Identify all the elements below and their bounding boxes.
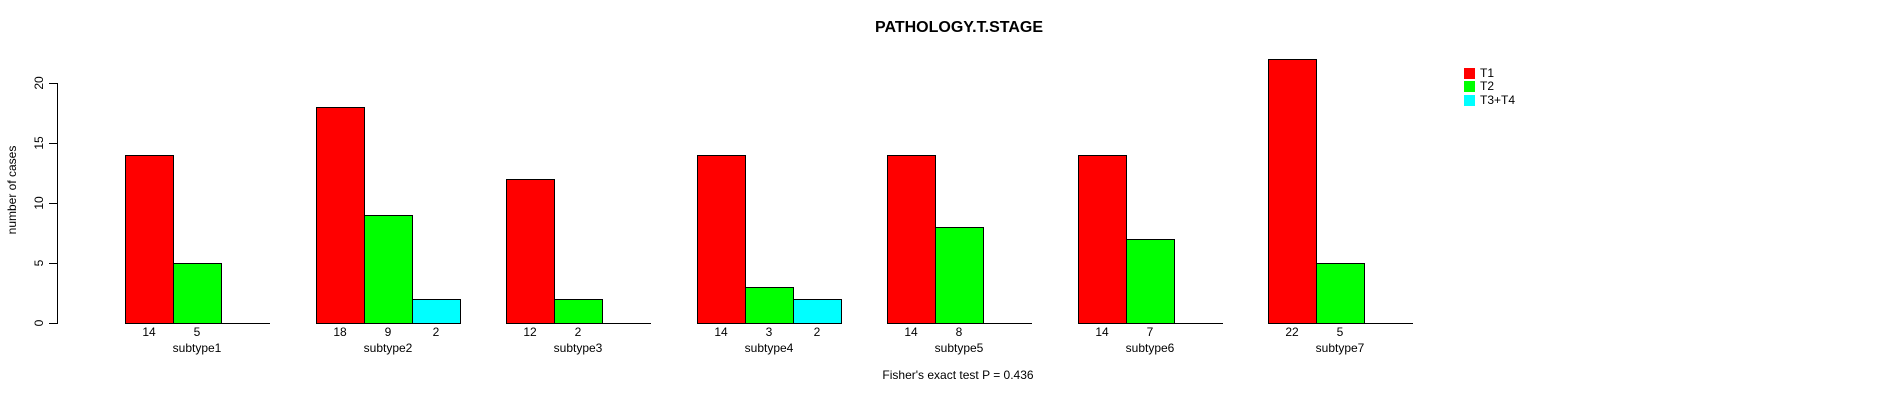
bar-value-label: 14 [1095, 325, 1109, 339]
bar-value-label: 22 [1285, 325, 1299, 339]
bar-t1 [697, 155, 746, 324]
y-tick-mark [49, 203, 57, 204]
bar-t2 [1316, 263, 1365, 324]
legend-swatch-t1 [1464, 67, 1475, 79]
bar-t2 [745, 287, 794, 324]
bar-t1 [316, 107, 365, 324]
bar-t2 [1126, 239, 1175, 324]
category-label: subtype3 [553, 341, 603, 355]
bar-value-label: 7 [1146, 325, 1154, 339]
y-tick-label: 5 [32, 259, 46, 267]
y-axis-line [57, 83, 58, 324]
bar-t1 [1268, 59, 1317, 324]
y-tick-label: 0 [32, 319, 46, 327]
bar-value-label: 14 [904, 325, 918, 339]
legend-item: T2 [1464, 80, 1494, 92]
bar-value-label: 2 [432, 325, 440, 339]
legend-swatch-t3+t4 [1464, 94, 1475, 106]
bar-t2 [935, 227, 984, 324]
legend-item: T1 [1464, 67, 1494, 79]
y-tick-mark [49, 83, 57, 84]
legend-label: T1 [1480, 66, 1495, 80]
y-tick-label: 15 [32, 136, 46, 150]
bar-value-label: 2 [813, 325, 821, 339]
y-tick-mark [49, 323, 57, 324]
bar-value-label: 5 [1336, 325, 1344, 339]
y-tick-label: 20 [32, 76, 46, 90]
bar-t1 [1078, 155, 1127, 324]
bar-t1 [125, 155, 174, 324]
bar-value-label: 18 [333, 325, 347, 339]
bar-t3+t4 [412, 299, 461, 324]
category-label: subtype6 [1125, 341, 1175, 355]
legend-label: T3+T4 [1480, 93, 1516, 107]
legend-label: T2 [1480, 79, 1495, 93]
bar-t1 [887, 155, 936, 324]
chart-title: PATHOLOGY.T.STAGE [874, 19, 1044, 36]
bar-value-label: 8 [955, 325, 963, 339]
y-axis-label: number of cases [5, 145, 19, 235]
bar-t2 [554, 299, 603, 324]
category-label: subtype2 [363, 341, 413, 355]
bar-value-label: 14 [142, 325, 156, 339]
legend-swatch-t2 [1464, 80, 1475, 92]
y-tick-label: 10 [32, 196, 46, 210]
y-tick-mark [49, 143, 57, 144]
bar-value-label: 5 [193, 325, 201, 339]
category-label: subtype7 [1315, 341, 1365, 355]
category-label: subtype1 [172, 341, 222, 355]
bar-t1 [506, 179, 555, 324]
bar-value-label: 12 [523, 325, 537, 339]
y-tick-mark [49, 263, 57, 264]
legend-item: T3+T4 [1464, 94, 1515, 106]
bar-value-label: 14 [714, 325, 728, 339]
bar-value-label: 3 [765, 325, 773, 339]
bar-value-label: 2 [574, 325, 582, 339]
bar-t3+t4 [793, 299, 842, 324]
bar-t2 [364, 215, 413, 324]
category-label: subtype5 [934, 341, 984, 355]
annotation-fisher-test: Fisher's exact test P = 0.436 [882, 368, 1034, 382]
bar-t2 [173, 263, 222, 324]
category-label: subtype4 [744, 341, 794, 355]
bar-value-label: 9 [384, 325, 392, 339]
